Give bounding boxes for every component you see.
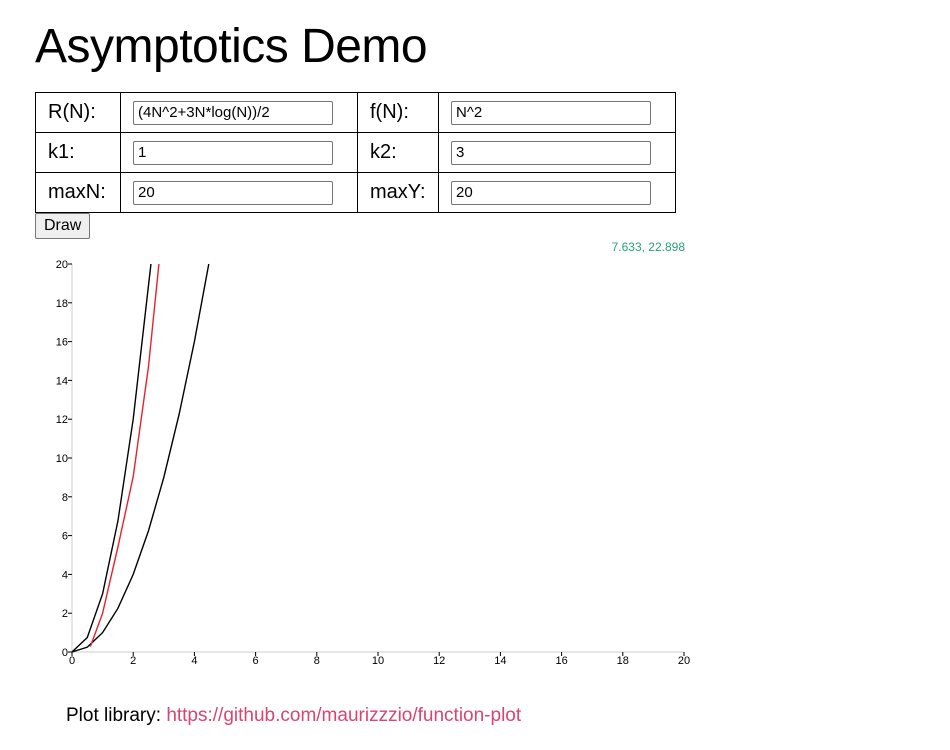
x-tick-label: 12: [433, 655, 445, 667]
x-tick-label: 4: [191, 655, 197, 667]
y-tick-label: 14: [56, 375, 68, 387]
function-plot-link[interactable]: https://github.com/maurizzzio/function-p…: [166, 705, 522, 726]
y-tick-label: 20: [56, 259, 68, 271]
x-tick-label: 16: [555, 655, 567, 667]
x-tick-label: 10: [372, 655, 384, 667]
table-row: k1: k2:: [35, 132, 676, 173]
y-tick-label: 12: [56, 414, 68, 426]
f-input[interactable]: [451, 100, 651, 125]
k2-cell: [438, 132, 676, 173]
y-tick-label: 2: [62, 608, 68, 620]
x-tick-label: 20: [678, 655, 690, 667]
cursor-coordinate-readout: 7.633, 22.898: [611, 240, 685, 254]
k1-cell: [120, 132, 358, 173]
x-tick-label: 8: [314, 655, 320, 667]
maxn-input[interactable]: [133, 180, 333, 205]
y-tick-label: 0: [62, 647, 68, 659]
x-tick-label: 0: [69, 655, 75, 667]
plot-curves: [71, 263, 210, 653]
k1-input[interactable]: [133, 140, 333, 165]
x-tick-label: 6: [253, 655, 259, 667]
series-line-2: [71, 263, 152, 653]
maxy-input[interactable]: [451, 180, 651, 205]
r-input[interactable]: [133, 100, 333, 125]
f-label: f(N):: [357, 92, 439, 133]
maxy-cell: [438, 172, 676, 213]
k2-label: k2:: [357, 132, 439, 173]
footer-prefix: Plot library:: [66, 705, 167, 726]
series-line-0: [71, 263, 210, 653]
parameters-table: R(N): f(N): k1: k2: maxN: maxY:: [35, 92, 676, 213]
table-row: R(N): f(N):: [35, 92, 676, 133]
y-tick-label: 8: [62, 492, 68, 504]
x-tick-label: 14: [494, 655, 506, 667]
r-cell: [120, 92, 358, 133]
function-plot[interactable]: 0 2 4 6 8 10 12 14 16 18 20 0 2 4 6 8 10 12 14 16 18 20: [0, 0, 950, 700]
maxn-cell: [120, 172, 358, 213]
f-cell: [438, 92, 676, 133]
y-tick-label: 18: [56, 298, 68, 310]
plot-axes: 0 2 4 6 8 10 12 14 16 18 20 0 2 4 6 8 10 12 14 16 18 20: [56, 259, 690, 667]
r-label: R(N):: [35, 92, 121, 133]
y-tick-label: 6: [62, 531, 68, 543]
y-tick-label: 10: [56, 453, 68, 465]
x-tick-label: 18: [617, 655, 629, 667]
series-line-1: [89, 263, 160, 647]
table-row: maxN: maxY:: [35, 172, 676, 213]
x-tick-label: 2: [130, 655, 136, 667]
k2-input[interactable]: [451, 140, 651, 165]
maxn-label: maxN:: [35, 172, 121, 213]
y-tick-label: 16: [56, 337, 68, 349]
page-title: Asymptotics Demo: [35, 20, 428, 73]
footer: Plot library: https://github.com/maurizz…: [66, 705, 521, 727]
y-tick-label: 4: [62, 569, 68, 581]
draw-button[interactable]: Draw: [35, 213, 91, 239]
